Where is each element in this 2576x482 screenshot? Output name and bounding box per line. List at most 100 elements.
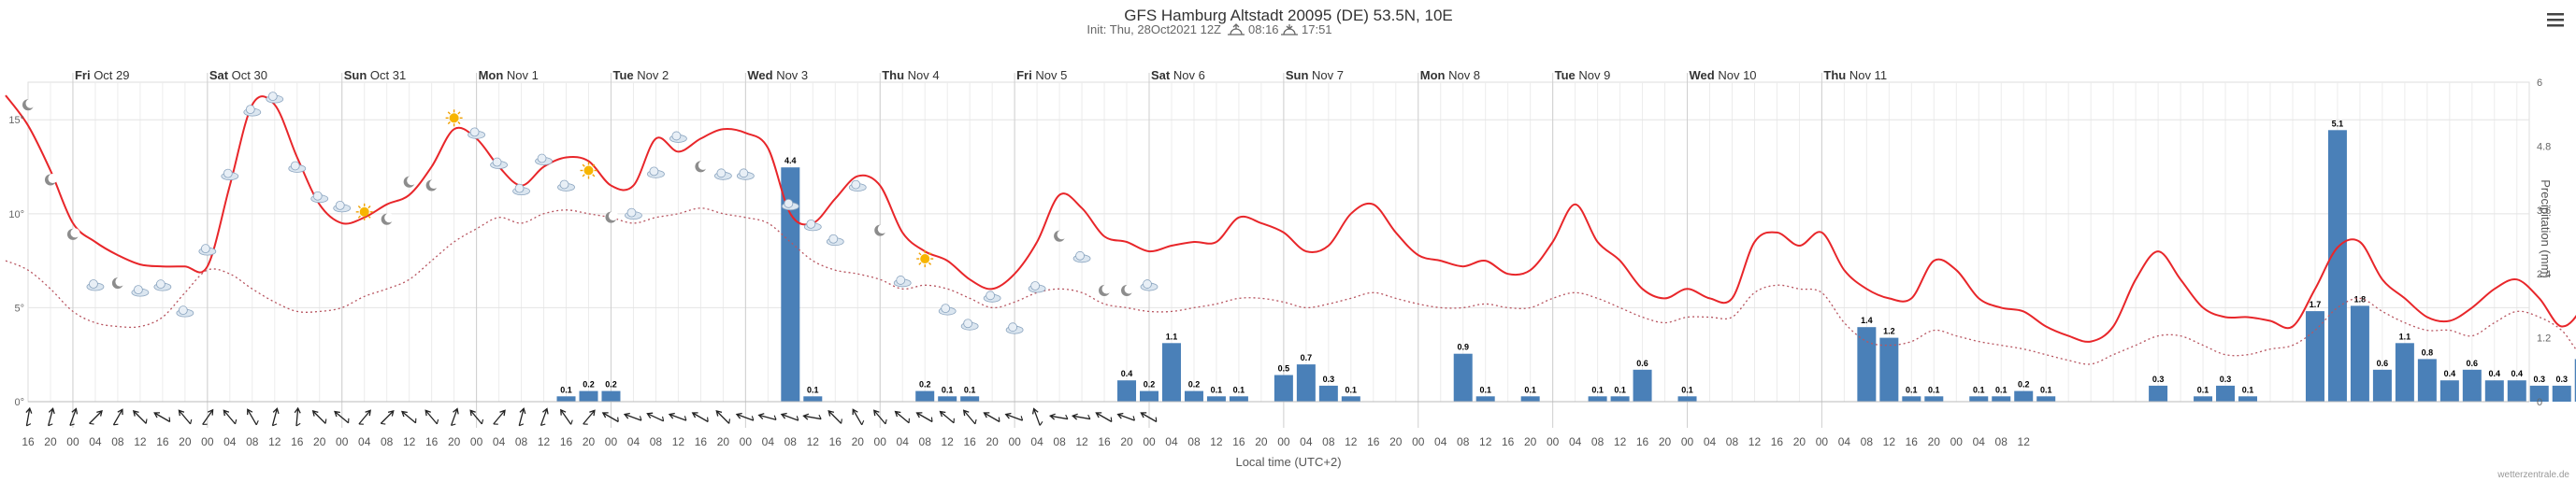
precip-bar-label: 0.1: [1479, 385, 1491, 394]
precip-bar: [2417, 359, 2437, 402]
hour-tick-label: 08: [1995, 435, 2008, 448]
wind-arrow-shaft: [963, 410, 976, 425]
sun-ray: [582, 163, 585, 167]
hour-tick-label: 04: [223, 435, 237, 448]
precip-bar-label: 0.9: [1457, 343, 1469, 352]
hour-tick-label: 04: [1434, 435, 1447, 448]
y-tick-left: 10°: [8, 209, 24, 220]
hour-tick-label: 12: [1075, 435, 1088, 448]
hour-tick-label: 00: [1412, 435, 1425, 448]
precip-bar-label: 0.6: [1636, 359, 1648, 368]
precip-bar: [1318, 385, 1338, 402]
chart-header: GFS Hamburg Altstadt 20095 (DE) 53.5N, 1…: [1087, 7, 1452, 36]
precip-bar-label: 0.1: [1995, 385, 2008, 394]
day-label: Sun Oct 31: [344, 68, 406, 82]
hour-tick-label: 00: [605, 435, 618, 448]
wind-arrow-shaft: [603, 412, 619, 423]
precip-bar: [1341, 396, 1360, 402]
precip-bar-label: 0.4: [2444, 369, 2456, 378]
cloud-icon: [198, 244, 217, 256]
cloud-part: [267, 92, 278, 102]
precip-bar: [1610, 396, 1630, 402]
cloud-part: [986, 291, 996, 301]
wind-arrow-shaft: [895, 411, 910, 424]
precip-bar: [2350, 305, 2369, 402]
precip-bar: [1274, 375, 1293, 402]
hour-tick-label: 16: [560, 435, 573, 448]
precip-bar-label: 0.7: [1301, 353, 1313, 362]
wind-arrow-shaft: [358, 410, 370, 425]
day-label: Fri Oct 29: [75, 68, 130, 82]
wind-arrow-shaft: [737, 414, 755, 421]
wind-arrow-icon: [540, 407, 549, 426]
wind-arrow-shaft: [402, 411, 416, 424]
y-tick-right: 3.6: [2537, 206, 2551, 217]
cloud-part: [537, 153, 547, 163]
precip-bar-label: 0.3: [2534, 375, 2546, 384]
hour-tick-label: 08: [1187, 435, 1201, 448]
wind-arrow-icon: [334, 410, 350, 424]
precip-bar: [1161, 343, 1181, 402]
hour-tick-label: 12: [1210, 435, 1223, 448]
hour-tick-label: 04: [358, 435, 371, 448]
wind-arrow-barb: [861, 419, 865, 426]
cloud-icon: [243, 105, 262, 117]
wind-arrow-barb: [930, 417, 933, 422]
wind-arrow-shaft: [335, 411, 350, 424]
wind-arrow-barb: [519, 423, 525, 427]
cloud-part: [716, 168, 727, 178]
hour-tick-label: 08: [1861, 435, 1874, 448]
precip-bar-label: 0.2: [2018, 380, 2030, 390]
hour-tick-label: 04: [1704, 435, 1717, 448]
wind-arrow-head: [294, 406, 301, 414]
sun-ray: [592, 163, 596, 167]
precip-bar-label: 0.1: [2197, 385, 2209, 394]
wind-arrow-icon: [757, 413, 777, 420]
wind-arrow-barb: [381, 422, 386, 425]
precip-bar: [2372, 369, 2392, 402]
wind-arrow-barb: [796, 416, 799, 421]
sun-ray: [367, 205, 371, 209]
sunrise-icon: [1228, 23, 1245, 35]
cloud-part: [559, 179, 569, 190]
wind-arrow-icon: [380, 410, 395, 425]
wind-arrow-head: [691, 412, 698, 418]
wind-arrow-head: [96, 410, 103, 417]
moon-shadow: [407, 176, 417, 186]
hour-tick-label: 16: [963, 435, 976, 448]
wind-arrow-icon: [112, 408, 123, 426]
precip-bar-label: 0.4: [1121, 369, 1133, 378]
precip-bar-label: 0.6: [2467, 359, 2479, 368]
wind-arrow-barb: [202, 423, 208, 425]
wind-arrow-head: [589, 409, 596, 417]
chart-title: GFS Hamburg Altstadt 20095 (DE) 53.5N, 1…: [1124, 7, 1453, 24]
precip-bar: [2462, 369, 2482, 402]
moon-icon: [605, 211, 618, 223]
wind-arrow-shaft: [853, 409, 863, 426]
precip-bar: [1229, 396, 1248, 402]
sun-ray: [918, 252, 922, 256]
precip-bar: [2014, 390, 2034, 402]
hour-tick-label: 08: [1322, 435, 1335, 448]
cloud-icon: [176, 305, 194, 318]
hamburger-menu-icon[interactable]: [2543, 9, 2568, 30]
hour-tick-label: 12: [807, 435, 820, 448]
precip-bar: [2149, 385, 2168, 402]
day-label: Sat Nov 6: [1151, 68, 1205, 82]
y-tick-left: 0°: [14, 397, 24, 408]
precip-bar-label: 1.2: [1883, 327, 1895, 336]
wind-arrow-head: [207, 408, 214, 416]
wind-arrow-head: [715, 410, 723, 417]
precip-bar-label: 0.3: [2555, 375, 2568, 384]
cloud-icon: [781, 198, 799, 211]
sun-ray: [457, 121, 461, 125]
precip-bar: [2238, 396, 2258, 402]
precip-bar: [579, 390, 598, 402]
cloud-part: [739, 168, 749, 178]
wind-arrow-head: [25, 406, 33, 414]
precip-bar: [1633, 369, 1652, 402]
sun-ray: [357, 205, 361, 209]
cloud-icon: [736, 168, 755, 180]
hour-tick-label: 00: [1681, 435, 1694, 448]
wind-arrow-head: [1048, 413, 1056, 420]
